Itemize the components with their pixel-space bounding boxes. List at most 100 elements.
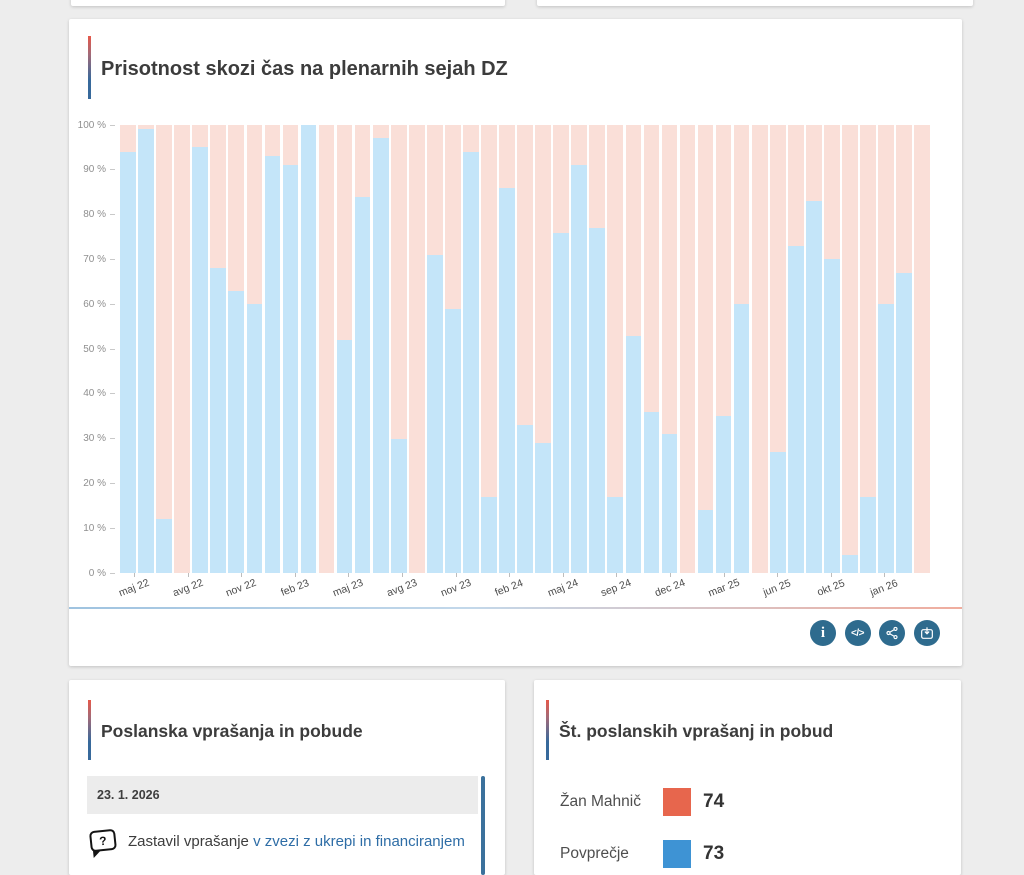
bar-okt-24[interactable] [625,125,642,573]
question-bubble-icon: ? [88,828,117,859]
bar-fill [517,425,533,573]
bar-apr-23[interactable] [318,125,335,573]
bar-jul-22[interactable] [156,125,172,573]
y-tick-50%: 50 % [83,343,115,355]
bar-fill [210,268,227,573]
bar-jan-25[interactable] [679,125,696,573]
bar-okt-23[interactable] [426,125,443,573]
bubble-tail [93,850,102,859]
y-tick-40%: 40 % [83,388,115,400]
bar-fill [228,290,245,573]
bar-sep-22[interactable] [192,125,209,573]
attendance-chart: 100 % 90 % 80 % 70 % 60 % 50 % 40 % 30 % 20 % 10 … [69,19,962,666]
bar-jul-24[interactable] [589,125,606,573]
question-count-card: Št. poslanskih vprašanj in pobud Žan Mah… [534,680,961,875]
bar-sep-25[interactable] [805,125,822,573]
bar-fill [300,125,317,573]
x-tick-label-okt-25: okt 25 [815,577,847,599]
average-count-value: 73 [703,843,725,864]
bar-maj-24[interactable] [553,125,569,573]
question-link[interactable]: v zvezi z ukrepi in financiranjem [253,832,465,850]
card-accent-bar [546,700,549,760]
bar-jan-24[interactable] [481,125,497,573]
bar-fill [553,232,569,573]
bar-feb-24[interactable] [499,125,515,573]
bar-feb-26[interactable] [896,125,912,573]
x-tick-label-feb-24: feb 24 [493,577,525,599]
bar-sep-24[interactable] [607,125,624,573]
x-tick-label-mar-25: mar 25 [706,576,741,600]
bar-avg-23[interactable] [390,125,407,573]
bar-jun-24[interactable] [571,125,588,573]
bar-fill [264,156,281,573]
bar-fill [625,335,642,573]
y-tick-10%: 10 % [83,522,115,534]
bar-fill [535,443,551,573]
bar-fill [860,496,876,573]
date-label: 23. 1. 2026 [97,788,160,802]
bar-avg-22[interactable] [174,125,190,573]
top-partial-card-left [71,0,505,6]
x-tick-label-maj-23: maj 23 [331,576,366,600]
list-scrollbar[interactable] [481,776,485,875]
bar-dec-24[interactable] [661,125,678,573]
download-icon [920,627,933,639]
bar-fill [156,519,172,573]
question-text: Zastavil vprašanje v zvezi z ukrepi in f… [128,833,465,850]
bar-feb-25[interactable] [697,125,714,573]
info-icon: i [820,624,826,641]
bar-jan-26[interactable] [878,125,894,573]
bar-fill [354,196,371,573]
bar-maj-22[interactable] [120,125,136,573]
bar-fill [390,438,407,573]
bar-okt-22[interactable] [210,125,227,573]
bar-okt-25[interactable] [824,125,840,573]
question-text-prefix: Zastavil vprašanje [128,832,254,850]
bar-maj-23[interactable] [336,125,353,573]
card-accent-bar [88,36,91,99]
bar-maj-25[interactable] [751,125,768,573]
bar-dec-23[interactable] [463,125,479,573]
count-card-title: Št. poslanskih vprašanj in pobud [559,721,834,741]
bar-jun-22[interactable] [138,125,154,573]
bar-fill [571,165,588,573]
bar-fill [805,201,822,573]
bar-fill [372,138,389,573]
bar-mar-25[interactable] [715,125,732,573]
bar-dec-22[interactable] [246,125,263,573]
download-button[interactable] [913,620,940,646]
bar-jun-25[interactable] [769,125,786,573]
info-button[interactable]: i [810,620,836,646]
bar-nov-25[interactable] [842,125,858,573]
bar-jul-25[interactable] [787,125,804,573]
bar-sep-23[interactable] [408,125,425,573]
person-color-swatch [663,788,691,816]
x-tick-label-jan-26: jan 26 [868,577,900,599]
bar-nov-23[interactable] [445,125,461,573]
bar-nov-24[interactable] [643,125,660,573]
bar-apr-25[interactable] [733,125,750,573]
bar-jul-23[interactable] [372,125,389,573]
bar-fill [463,151,479,573]
y-tick-100%: 100 % [78,119,115,131]
bar-nov-22[interactable] [228,125,245,573]
bar-fill [787,245,804,573]
x-tick-label-nov-22: nov 22 [224,576,258,600]
bar-mar-26[interactable] [914,125,930,573]
bar-fill [589,228,606,573]
x-axis: maj 22 avg 22 nov 22 feb 23 maj 23 avg 23 nov … [117,573,929,613]
bar-fill [733,304,750,573]
bar-apr-24[interactable] [535,125,551,573]
bar-fill [426,254,443,573]
share-button[interactable] [879,620,905,646]
count-row-person: Žan Mahnič 74 [560,788,940,816]
bar-dec-25[interactable] [860,125,876,573]
bar-mar-24[interactable] [517,125,533,573]
embed-button[interactable]: </> [844,620,871,646]
x-tick-mark [723,573,725,577]
bar-jan-23[interactable] [264,125,281,573]
bar-fill [661,434,678,573]
bar-feb-23[interactable] [282,125,299,573]
bar-mar-23[interactable] [300,125,317,573]
bar-jun-23[interactable] [354,125,371,573]
